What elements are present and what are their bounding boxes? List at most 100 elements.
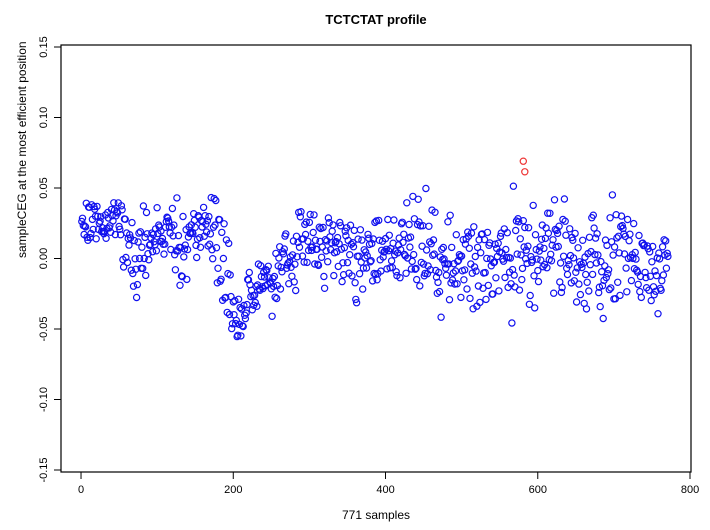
- sample-point: [325, 218, 333, 227]
- sample-point: [351, 279, 359, 287]
- sample-point: [221, 293, 230, 302]
- sample-point: [496, 232, 505, 241]
- sample-point: [355, 270, 364, 278]
- sample-point: [183, 275, 191, 284]
- sample-point: [231, 297, 239, 305]
- sample-point: [569, 236, 577, 244]
- sample-point: [516, 235, 525, 243]
- sample-point: [352, 295, 360, 304]
- sample-point: [211, 221, 219, 229]
- sample-point: [381, 247, 389, 255]
- sample-point: [320, 272, 328, 281]
- sample-point: [161, 240, 169, 248]
- sample-point: [208, 245, 216, 254]
- sample-point: [450, 260, 458, 268]
- sample-point: [612, 210, 620, 219]
- sample-point: [609, 251, 617, 259]
- sample-point: [131, 255, 139, 263]
- sample-point: [212, 243, 221, 252]
- sample-point: [215, 215, 224, 224]
- sample-point: [390, 216, 398, 224]
- sample-point: [173, 194, 181, 202]
- sample-point: [273, 294, 281, 303]
- sample-point: [257, 262, 265, 270]
- sample-point: [425, 222, 433, 230]
- sample-point: [384, 246, 393, 255]
- sample-point: [368, 239, 376, 248]
- sample-point: [200, 232, 208, 240]
- sample-point: [575, 280, 583, 288]
- sample-point: [164, 214, 172, 222]
- sample-point: [141, 271, 150, 280]
- sample-point: [402, 269, 410, 277]
- sample-point: [534, 266, 542, 275]
- sample-point: [508, 319, 516, 327]
- sample-point: [601, 262, 609, 270]
- data-points: [78, 182, 672, 341]
- sample-point: [243, 300, 251, 309]
- sample-point: [448, 243, 456, 252]
- sample-point: [220, 220, 228, 228]
- sample-point: [303, 258, 311, 267]
- sample-point: [176, 281, 184, 289]
- sample-point: [625, 236, 633, 245]
- sample-point: [118, 206, 126, 214]
- sample-point: [524, 242, 532, 250]
- sample-point: [97, 213, 105, 221]
- sample-point: [461, 266, 469, 274]
- sample-point: [271, 293, 279, 301]
- sample-point: [408, 257, 416, 266]
- sample-point: [196, 243, 205, 251]
- sample-point: [133, 280, 142, 289]
- sample-point: [658, 243, 667, 251]
- sample-point: [565, 261, 573, 269]
- sample-point: [640, 241, 649, 249]
- sample-point: [138, 264, 147, 273]
- sample-point: [659, 271, 668, 279]
- sample-point: [125, 230, 134, 239]
- sample-point: [83, 233, 91, 241]
- sample-point: [604, 266, 613, 274]
- sample-point: [214, 264, 222, 272]
- sample-point: [288, 251, 297, 259]
- sample-point: [152, 247, 161, 255]
- sample-point: [466, 294, 474, 303]
- sample-point: [224, 239, 233, 248]
- sample-point: [555, 222, 563, 230]
- sample-point: [309, 228, 317, 237]
- sample-point: [529, 201, 537, 210]
- sample-point: [457, 293, 465, 302]
- sample-point: [250, 291, 259, 299]
- sample-point: [525, 300, 534, 308]
- sample-point: [620, 250, 629, 258]
- sample-point: [598, 268, 606, 276]
- sample-point: [427, 239, 435, 248]
- sample-point: [349, 242, 358, 251]
- sample-point: [208, 255, 217, 263]
- sample-point: [586, 261, 595, 269]
- sample-point: [302, 218, 310, 226]
- sample-point: [460, 276, 468, 284]
- sample-point: [397, 245, 405, 254]
- sample-point: [348, 272, 356, 280]
- sample-point: [590, 224, 598, 232]
- plot-box: [60, 44, 692, 473]
- sample-point: [91, 212, 100, 220]
- sample-point: [647, 296, 655, 305]
- sample-point: [400, 230, 408, 238]
- sample-point: [279, 250, 288, 258]
- sample-point: [448, 276, 457, 284]
- sample-point: [595, 288, 603, 297]
- sample-point: [260, 273, 269, 281]
- sample-point: [566, 225, 574, 233]
- sample-point: [636, 272, 645, 281]
- sample-point: [364, 230, 372, 239]
- sample-point: [554, 242, 563, 251]
- sample-point: [637, 293, 646, 302]
- x-tick-label: 400: [376, 484, 394, 496]
- sample-point: [125, 241, 133, 249]
- sample-point: [604, 270, 612, 278]
- sample-point: [180, 253, 188, 261]
